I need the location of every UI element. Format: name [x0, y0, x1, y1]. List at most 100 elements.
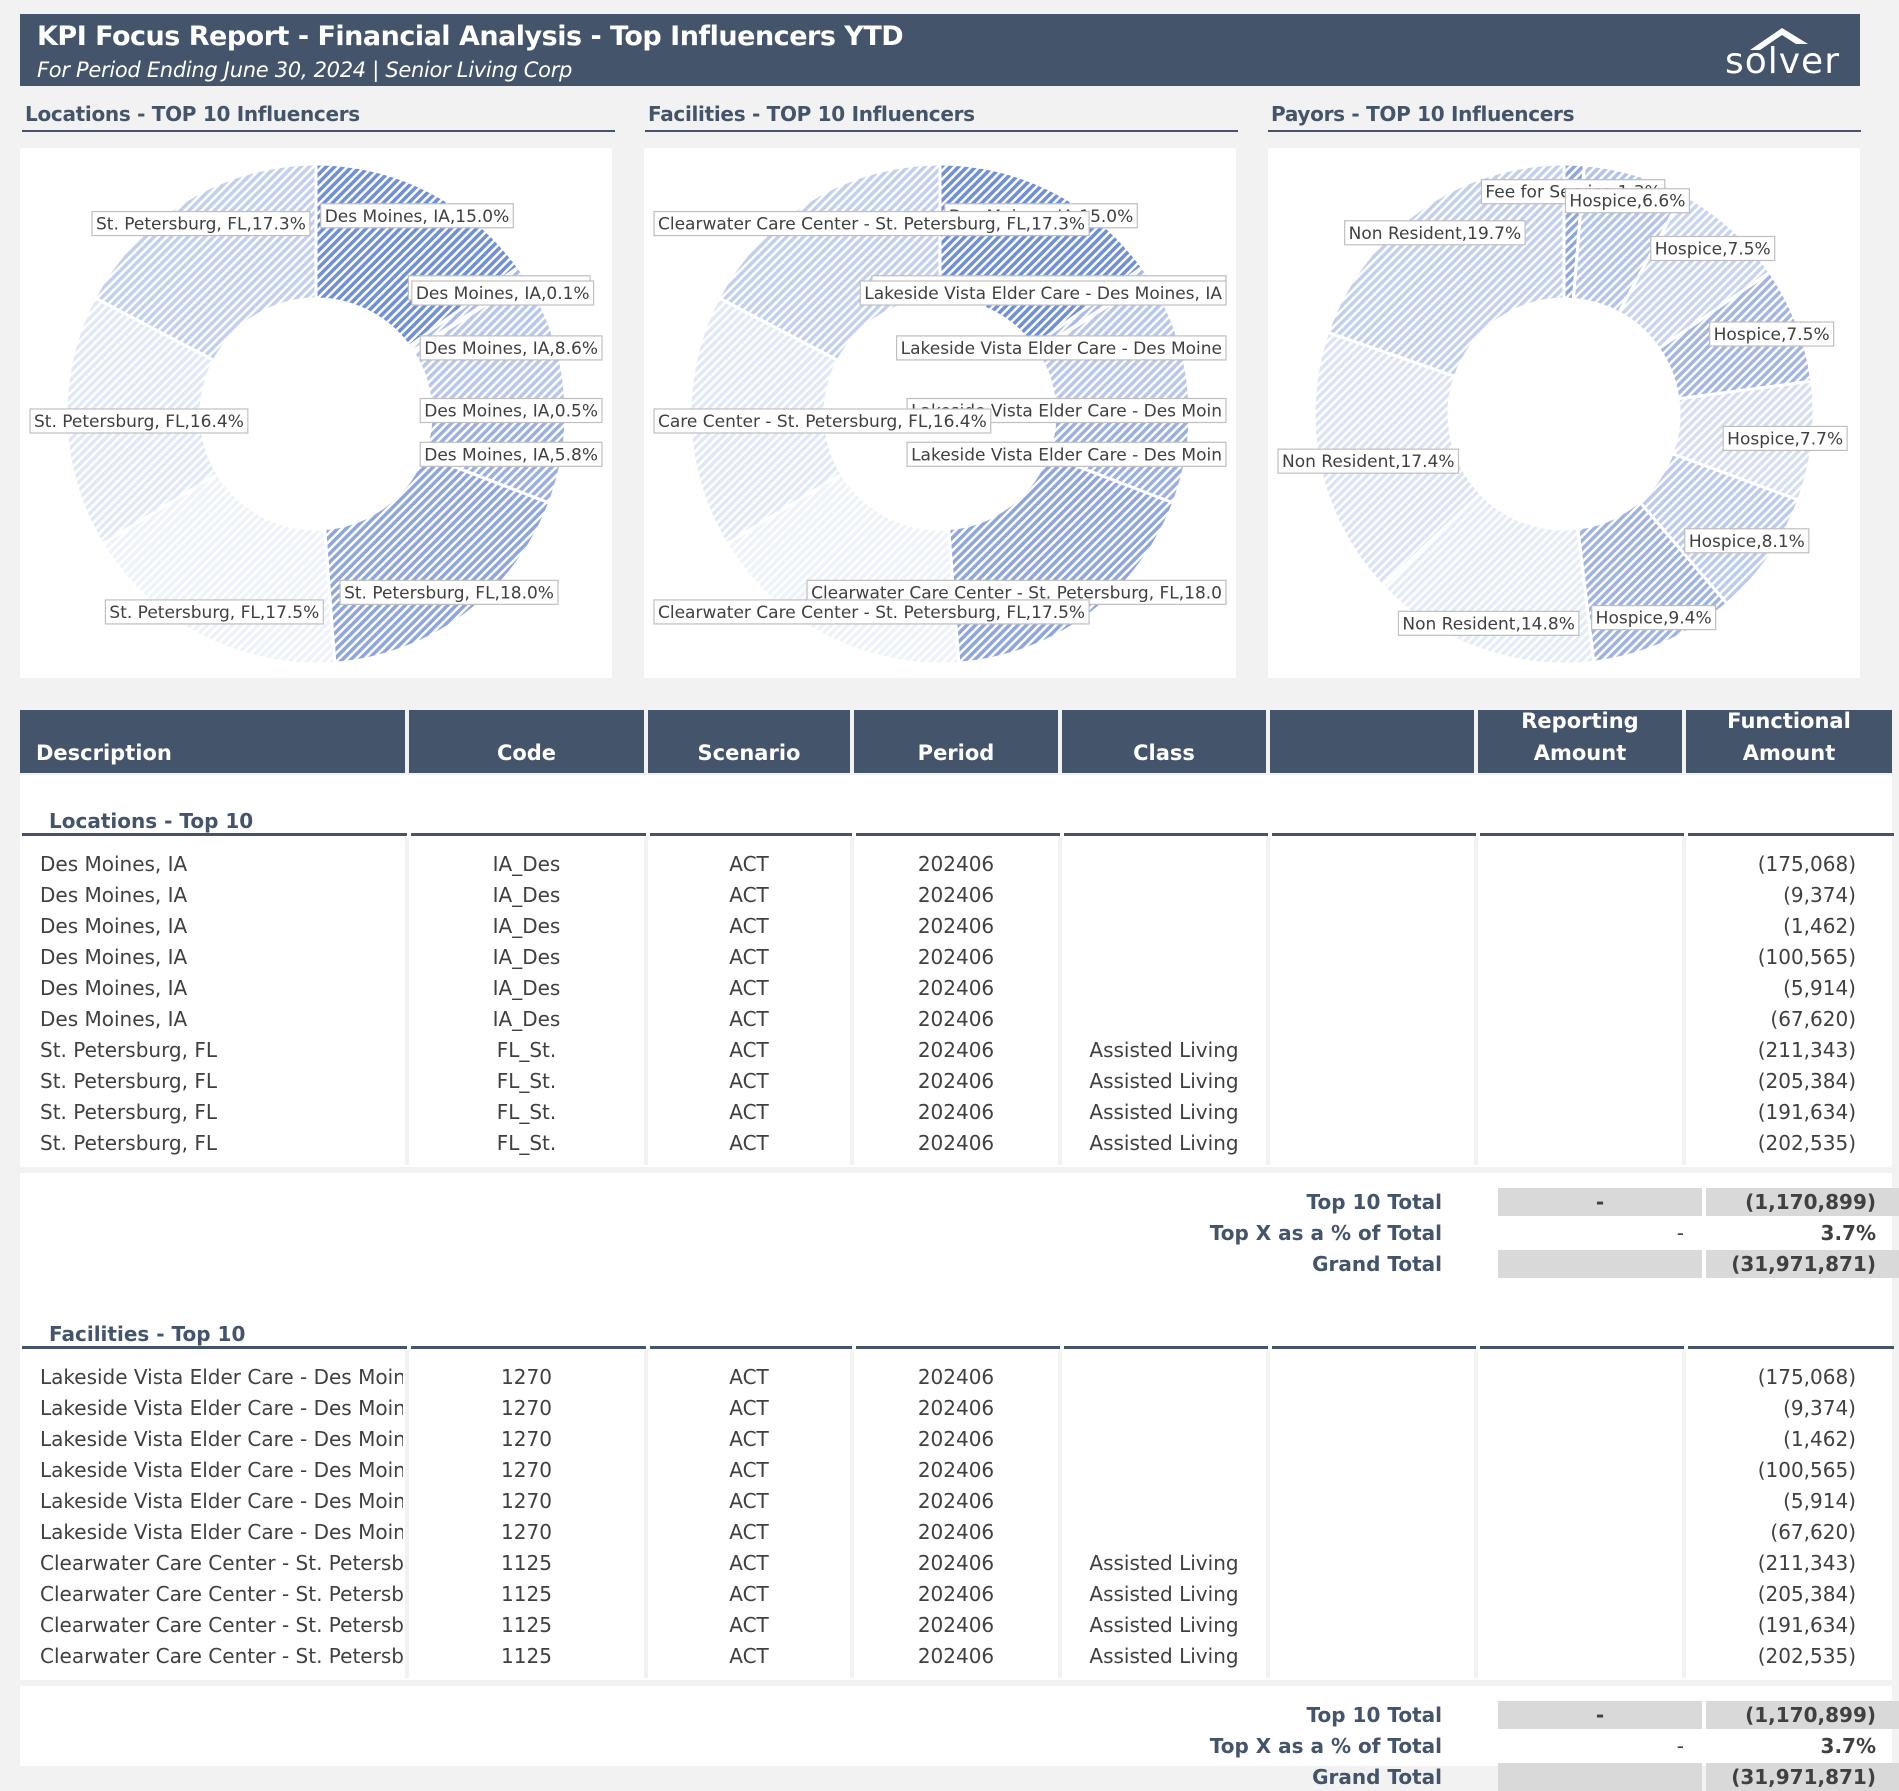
table-row[interactable]: Des Moines, IA IA_Des ACT 202406 (67,620)	[20, 1004, 1892, 1035]
table-row[interactable]: Clearwater Care Center - St. Petersburg,…	[20, 1610, 1892, 1641]
table-cell: 202406	[917, 1551, 995, 1575]
svg-text:Hospice,9.4%: Hospice,9.4%	[1596, 609, 1712, 629]
table-cell: St. Petersburg, FL	[40, 1038, 217, 1062]
total-label-text: Top 10 Total	[1306, 1703, 1442, 1727]
table-row[interactable]: Clearwater Care Center - St. Petersburg,…	[20, 1548, 1892, 1579]
table-cell: 202406	[917, 1427, 995, 1451]
table-cell: 202406	[917, 1100, 995, 1124]
column-header[interactable]: Reporting Amount	[1478, 709, 1682, 773]
table-row[interactable]: Lakeside Vista Elder Care - Des Moines, …	[20, 1362, 1892, 1393]
svg-text:Hospice,6.6%: Hospice,6.6%	[1569, 192, 1685, 212]
table-cell: (211,343)	[1757, 1551, 1856, 1575]
table-cell: (202,535)	[1757, 1644, 1856, 1668]
total-label-text: Top X as a % of Total	[1209, 1734, 1442, 1758]
data-label: Hospice,6.6%	[1564, 188, 1691, 214]
total-functional-amount: (1,170,899)	[1706, 1701, 1899, 1729]
total-functional-amount: 3.7%	[1820, 1734, 1876, 1758]
table-row[interactable]: Lakeside Vista Elder Care - Des Moines, …	[20, 1424, 1892, 1455]
table-cell: ACT	[729, 1100, 769, 1124]
table-row[interactable]: Lakeside Vista Elder Care - Des Moines, …	[20, 1486, 1892, 1517]
total-functional-amount: (1,170,899)	[1706, 1188, 1899, 1216]
table-cell: 1270	[501, 1520, 552, 1544]
svg-text:Des Moines, IA,5.8%: Des Moines, IA,5.8%	[424, 445, 598, 465]
data-label: Des Moines, IA,5.8%	[419, 441, 603, 467]
table-cell: Lakeside Vista Elder Care - Des Moines, …	[40, 1458, 403, 1482]
section-gap	[20, 1167, 1892, 1173]
donut-slice[interactable]	[1325, 162, 1566, 379]
table-row[interactable]: St. Petersburg, FL FL_St. ACT 202406 Assiste…	[20, 1035, 1892, 1066]
table-row[interactable]: St. Petersburg, FL FL_St. ACT 202406 Assiste…	[20, 1097, 1892, 1128]
data-label: Clearwater Care Center - St. Petersburg,…	[653, 599, 1090, 625]
column-header-label: Amount	[1742, 741, 1836, 765]
column-header[interactable]: Description	[20, 710, 405, 773]
svg-text:Non Resident,14.8%: Non Resident,14.8%	[1402, 614, 1574, 634]
column-separator	[1266, 710, 1270, 773]
data-label: Des Moines, IA,0.5%	[419, 397, 603, 424]
table-row[interactable]: Des Moines, IA IA_Des ACT 202406 (5,914)	[20, 973, 1892, 1004]
svg-text:Des Moines, IA,0.5%: Des Moines, IA,0.5%	[424, 402, 598, 422]
table-row[interactable]: St. Petersburg, FL FL_St. ACT 202406 Assiste…	[20, 1066, 1892, 1097]
table-cell: Assisted Living	[1089, 1613, 1239, 1637]
table-cell: (211,343)	[1757, 1038, 1856, 1062]
table-cell: 1270	[501, 1427, 552, 1451]
table-row[interactable]: Des Moines, IA IA_Des ACT 202406 (9,374)	[20, 880, 1892, 911]
table-row[interactable]: Clearwater Care Center - St. Petersburg,…	[20, 1579, 1892, 1610]
table-cell: FL_St.	[496, 1131, 557, 1155]
column-header[interactable]: Functional Amount	[1686, 709, 1892, 773]
column-header-label: Functional	[1727, 709, 1851, 733]
column-header[interactable]	[1270, 710, 1474, 773]
column-separator	[644, 1350, 648, 1678]
column-separator	[850, 710, 854, 773]
table-cell: 202406	[917, 1007, 995, 1031]
svg-text:Hospice,7.5%: Hospice,7.5%	[1714, 325, 1830, 345]
table-cell: (205,384)	[1757, 1069, 1856, 1093]
total-label: Grand Total	[1040, 1250, 1442, 1278]
donut-slice[interactable]	[323, 453, 552, 665]
total-reporting-amount: -	[1498, 1701, 1702, 1729]
table-row[interactable]: St. Petersburg, FL FL_St. ACT 202406 Assiste…	[20, 1128, 1892, 1159]
column-separator	[1058, 1350, 1062, 1678]
group-block	[20, 1288, 1892, 1682]
section-gap	[20, 1680, 1892, 1686]
total-reporting-amount: -	[1676, 1734, 1684, 1758]
total-functional-amount: 3.7%	[1820, 1221, 1876, 1245]
total-reporting-amount: -	[1676, 1221, 1684, 1245]
table-row[interactable]: Des Moines, IA IA_Des ACT 202406 (100,565)	[20, 942, 1892, 973]
table-cell: St. Petersburg, FL	[40, 1131, 217, 1155]
table-cell: Clearwater Care Center - St. Petersburg,…	[40, 1582, 403, 1606]
total-label: Top 10 Total	[1040, 1188, 1442, 1216]
column-header[interactable]: Class	[1062, 710, 1266, 773]
table-cell: 202406	[917, 1613, 995, 1637]
table-row[interactable]: Des Moines, IA IA_Des ACT 202406 (1,462)	[20, 911, 1892, 942]
column-header[interactable]: Period	[854, 710, 1058, 773]
table-row[interactable]: Lakeside Vista Elder Care - Des Moines, …	[20, 1517, 1892, 1548]
table-cell: (202,535)	[1757, 1131, 1856, 1155]
column-header[interactable]: Code	[409, 710, 644, 773]
table-cell: ACT	[729, 1007, 769, 1031]
table-cell: ACT	[729, 1551, 769, 1575]
table-row[interactable]: Lakeside Vista Elder Care - Des Moines, …	[20, 1393, 1892, 1424]
table-row[interactable]: Des Moines, IA IA_Des ACT 202406 (175,068)	[20, 849, 1892, 880]
column-separator	[1682, 1350, 1686, 1678]
svg-text:Lakeside Vista Elder Care - De: Lakeside Vista Elder Care - Des Moine	[901, 339, 1222, 359]
column-separator	[1266, 1350, 1270, 1678]
chart-panel-facilities: Des Moines, IA,15.0%Lakeside Vista Elder…	[644, 148, 1236, 678]
data-label: Hospice,7.5%	[1650, 235, 1776, 262]
table-row[interactable]: Lakeside Vista Elder Care - Des Moines, …	[20, 1455, 1892, 1486]
total-label-text: Top 10 Total	[1306, 1190, 1442, 1214]
table-row[interactable]: Clearwater Care Center - St. Petersburg,…	[20, 1641, 1892, 1672]
column-header[interactable]: Scenario	[648, 710, 850, 773]
table-cell: ACT	[729, 1038, 769, 1062]
total-label-text: Top X as a % of Total	[1209, 1221, 1442, 1245]
table-cell: St. Petersburg, FL	[40, 1100, 217, 1124]
total-label: Top 10 Total	[1040, 1701, 1442, 1729]
table-cell: Assisted Living	[1089, 1582, 1239, 1606]
svg-text:Hospice,8.1%: Hospice,8.1%	[1689, 532, 1805, 552]
solver-logo: solver	[1720, 26, 1840, 82]
column-separator	[1682, 837, 1686, 1165]
table-cell: Assisted Living	[1089, 1038, 1239, 1062]
table-cell: Clearwater Care Center - St. Petersburg,…	[40, 1613, 403, 1637]
table-cell: ACT	[729, 1396, 769, 1420]
table-cell: Lakeside Vista Elder Care - Des Moines, …	[40, 1365, 403, 1389]
table-cell: FL_St.	[496, 1100, 557, 1124]
